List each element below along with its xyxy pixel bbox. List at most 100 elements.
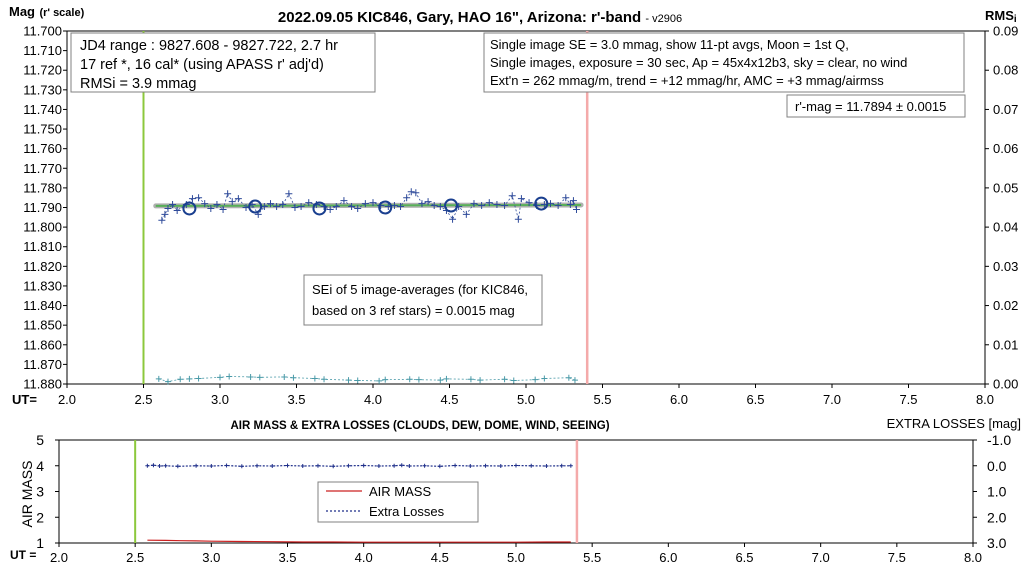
individual-point: [266, 200, 274, 208]
individual-point: [572, 205, 580, 213]
extra-losses-point: [392, 463, 397, 468]
y2-tick-label: 0.01: [993, 337, 1018, 352]
average-point: [534, 196, 549, 211]
rms-point: [311, 375, 318, 382]
info-left-line: RMSi = 3.9 mmag: [80, 76, 196, 92]
extra-losses-point: [514, 463, 518, 468]
extra-y2-tick-label: 3.0: [987, 535, 1007, 551]
rms-point: [467, 376, 474, 383]
individual-point: [485, 199, 493, 207]
extra-y2-tick-label: 1.0: [987, 484, 1007, 500]
individual-point: [291, 204, 299, 211]
individual-point: [273, 203, 281, 211]
x-tick-label: 5.5: [593, 392, 611, 407]
rms-point: [217, 374, 223, 381]
individual-point: [169, 201, 177, 209]
y-tick-label: 11.730: [23, 82, 62, 97]
y-tick-label: 11.830: [23, 278, 62, 293]
individual-point: [554, 202, 562, 210]
individual-point: [285, 190, 293, 198]
extra-losses-point: [163, 463, 168, 468]
extra-losses-point: [224, 463, 229, 468]
airmass-x-tick-label: 2.5: [126, 550, 144, 565]
airmass-axis-label: AIR MASS: [19, 461, 35, 528]
individual-point: [332, 203, 340, 211]
extra-losses-point: [529, 463, 534, 468]
individual-point: [501, 202, 509, 210]
y-tick-label: 11.740: [23, 102, 62, 117]
individual-point: [430, 202, 438, 210]
individual-point: [195, 194, 203, 202]
extra-losses-point: [331, 464, 336, 469]
airmass-x-tick-label: 3.5: [278, 550, 296, 565]
rms-point: [290, 374, 297, 381]
individual-point: [326, 205, 334, 213]
airmass-x-tick-label: 4.5: [431, 550, 449, 565]
info-box-right: Single image SE = 3.0 mmag, show 11-pt a…: [483, 32, 965, 93]
individual-point: [436, 203, 444, 211]
rms-point: [477, 377, 484, 384]
rmag-value: r'-mag = 11.7894 ± 0.0015: [795, 99, 946, 114]
rms-point: [532, 376, 539, 383]
individual-point: [470, 200, 478, 208]
extra-losses-point: [498, 464, 503, 469]
individual-point: [424, 198, 432, 206]
rms-point: [415, 376, 422, 383]
individual-point: [297, 203, 305, 211]
individual-point: [412, 189, 420, 197]
x-tick-label: 3.0: [211, 392, 229, 407]
airmass-x-tick-label: 2.0: [50, 550, 68, 565]
individual-point: [407, 188, 415, 196]
extra-losses-point: [157, 464, 162, 469]
individual-point: [566, 201, 574, 209]
individual-point: [562, 194, 570, 202]
extra-losses-point: [255, 463, 260, 468]
airmass-x-tick-label: 5.0: [507, 550, 525, 565]
y-tick-label: 11.780: [23, 180, 62, 195]
legend: AIR MASS Extra Losses: [317, 481, 479, 523]
y2-tick-label: 0.05: [993, 180, 1018, 195]
airmass-line: [147, 539, 571, 543]
extra-losses-point: [209, 464, 214, 469]
individual-point: [207, 204, 215, 212]
info-left-line: 17 ref *, 16 cal* (using APASS r' adj'd): [80, 57, 324, 73]
x-tick-label: 2.0: [58, 392, 76, 407]
sei-box: SEi of 5 image-averages (for KIC846, bas…: [303, 274, 543, 326]
extra-losses-point: [376, 464, 381, 469]
rms-point: [256, 374, 263, 381]
extra-losses-point: [453, 463, 458, 468]
airmass-x-tick-label: 6.0: [659, 550, 677, 565]
rms-point: [437, 377, 444, 384]
y-axis-label: Mag (r' scale): [9, 3, 85, 20]
y-tick-label: 11.820: [23, 259, 62, 274]
individual-point: [201, 200, 209, 208]
extra-losses-point: [559, 463, 564, 468]
sei-line: SEi of 5 image-averages (for KIC846,: [312, 282, 528, 297]
rmag-box: r'-mag = 11.7894 ± 0.0015: [786, 94, 966, 118]
airmass-y-tick-label: 5: [36, 432, 44, 448]
airmass-x-tick-label: 4.0: [355, 550, 373, 565]
rms-point: [406, 376, 413, 383]
legend-extra-losses: Extra Losses: [369, 504, 445, 519]
airmass-x-tick-label: 7.0: [812, 550, 830, 565]
rms-point: [195, 375, 202, 382]
airmass-x-tick-label: 3.0: [202, 550, 220, 565]
rms-point: [571, 377, 578, 384]
extra-losses-axis-label: EXTRA LOSSES [mag]: [887, 416, 1021, 431]
individual-point: [478, 202, 486, 210]
individual-point: [517, 195, 525, 203]
info-right-line: Single images, exposure = 30 sec, Ap = 4…: [490, 55, 907, 70]
rms-point: [382, 376, 389, 383]
airmass-y-tick-label: 2: [36, 509, 44, 525]
y2-tick-label: 0.03: [993, 259, 1018, 274]
rms-point: [226, 373, 233, 380]
average-point: [248, 199, 263, 214]
airmass-x-tick-label: 5.5: [583, 550, 601, 565]
individual-point: [354, 204, 362, 212]
individual-point: [228, 198, 236, 206]
extra-losses-point: [437, 464, 442, 469]
y-tick-label: 11.720: [23, 63, 62, 78]
individual-point: [213, 201, 221, 209]
rms-point: [376, 377, 383, 384]
